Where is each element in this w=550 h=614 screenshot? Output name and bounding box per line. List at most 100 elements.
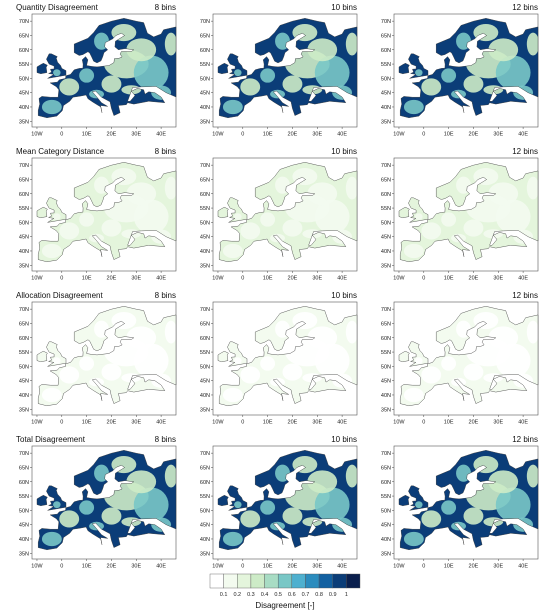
map-plot: 70N 65N 60N 55N 50N 45N 40N 35N 10W 0 10E 20E 30E 40E (19, 13, 177, 138)
coastline (398, 206, 410, 219)
y-tick-label: 55N (200, 206, 210, 212)
y-tick-label: 35N (381, 119, 391, 125)
colorbar-swatch (209, 573, 224, 589)
disagreement-patch (59, 222, 80, 240)
coastline (46, 197, 67, 223)
y-tick-label: 45N (19, 235, 29, 241)
disagreement-patch (234, 69, 242, 77)
disagreement-patch (314, 343, 350, 378)
disagreement-patch (79, 68, 95, 83)
disagreement-patch (488, 182, 519, 206)
disagreement-patch (240, 510, 261, 528)
disagreement-patch (488, 38, 519, 62)
map-panel: 70N 65N 60N 55N 50N 45N 40N 35N 10W 0 10E 20E 30E 40E… (6, 1, 182, 141)
disagreement-patch (403, 387, 424, 403)
disagreement-patch (59, 78, 80, 96)
y-tick-label: 35N (200, 551, 210, 557)
disagreement-patch (126, 326, 157, 350)
disagreement-patch (240, 222, 261, 240)
y-tick-label: 50N (200, 220, 210, 226)
y-tick-label: 55N (19, 62, 29, 68)
disagreement-patch (463, 507, 484, 525)
y-tick-label: 60N (19, 48, 29, 54)
coastline (217, 494, 229, 507)
y-tick-label: 45N (200, 379, 210, 385)
disagreement-patch (101, 363, 122, 381)
x-tick-label: 20E (107, 132, 117, 138)
y-tick-label: 65N (381, 321, 391, 327)
colorbar-tick-label: 0.9 (329, 592, 337, 598)
y-tick-label: 65N (381, 465, 391, 471)
disagreement-patch (282, 507, 303, 525)
y-tick-label: 70N (19, 307, 29, 313)
x-tick-label: 10E (444, 276, 454, 282)
disagreement-patch (133, 199, 169, 234)
y-tick-label: 40N (381, 537, 391, 543)
x-tick-label: 0 (422, 276, 425, 282)
y-tick-label: 65N (19, 321, 29, 327)
x-tick-label: 10E (444, 420, 454, 426)
disagreement-patch (240, 366, 261, 384)
x-tick-label: 20E (288, 276, 298, 282)
y-tick-label: 50N (381, 364, 391, 370)
coastline (227, 197, 248, 223)
disagreement-patch (441, 356, 457, 371)
disagreement-patch (345, 320, 358, 344)
y-tick-label: 35N (19, 263, 29, 269)
y-tick-label: 60N (200, 480, 210, 486)
y-tick-label: 60N (19, 192, 29, 198)
y-tick-label: 55N (19, 350, 29, 356)
x-tick-label: 40E (156, 564, 166, 570)
map-plot: 70N 65N 60N 55N 50N 45N 40N 35N 10W 0 10E 20E 30E 40E (19, 301, 177, 426)
colorbar-tick-label: 0.6 (288, 592, 296, 598)
disagreement-patch (415, 357, 423, 365)
coastline (398, 494, 410, 507)
x-tick-label: 0 (241, 564, 244, 570)
map-plot: 70N 65N 60N 55N 50N 45N 40N 35N 10W 0 10E 20E 30E 40E (200, 445, 358, 570)
disagreement-patch (222, 99, 243, 115)
map-panel: 70N 65N 60N 55N 50N 45N 40N 35N 10W 0 10E 20E 30E 40E… (187, 433, 363, 573)
disagreement-patch (314, 55, 350, 90)
disagreement-patch (59, 510, 80, 528)
coastline (227, 53, 248, 79)
x-tick-label: 40E (518, 276, 528, 282)
disagreement-patch (526, 464, 539, 488)
disagreement-patch (234, 213, 242, 221)
disagreement-patch (41, 531, 62, 547)
coastline (46, 485, 67, 511)
disagreement-patch (495, 487, 531, 522)
disagreement-patch (164, 176, 177, 200)
disagreement-patch (164, 464, 177, 488)
y-tick-label: 35N (381, 263, 391, 269)
panel-bins-label: 8 bins (154, 147, 176, 156)
coastline (227, 485, 248, 511)
y-tick-label: 50N (19, 76, 29, 82)
x-tick-label: 40E (337, 420, 347, 426)
panel-bins-label: 8 bins (154, 291, 176, 300)
x-tick-label: 10E (263, 276, 273, 282)
x-tick-label: 10E (82, 420, 92, 426)
y-tick-label: 60N (19, 336, 29, 342)
map-plot: 70N 65N 60N 55N 50N 45N 40N 35N 10W 0 10E 20E 30E 40E (381, 301, 539, 426)
x-tick-label: 20E (469, 420, 479, 426)
panel-bins-label: 10 bins (331, 291, 357, 300)
y-tick-label: 35N (381, 551, 391, 557)
y-tick-label: 35N (200, 119, 210, 125)
y-tick-label: 50N (381, 76, 391, 82)
y-tick-label: 35N (200, 263, 210, 269)
x-tick-label: 10W (31, 276, 43, 282)
x-tick-label: 40E (518, 564, 528, 570)
x-tick-label: 40E (156, 420, 166, 426)
colorbar-tick-label: 0.8 (315, 592, 323, 598)
colorbar-tick-label: 0.5 (274, 592, 282, 598)
y-tick-label: 50N (381, 508, 391, 514)
disagreement-patch (345, 176, 358, 200)
disagreement-patch (488, 470, 519, 494)
coastline (219, 18, 358, 119)
disagreement-patch (53, 69, 61, 77)
disagreement-patch (234, 501, 242, 509)
coastline (400, 162, 539, 263)
x-tick-label: 30E (131, 132, 141, 138)
x-tick-label: 30E (493, 276, 503, 282)
disagreement-patch (41, 243, 62, 259)
